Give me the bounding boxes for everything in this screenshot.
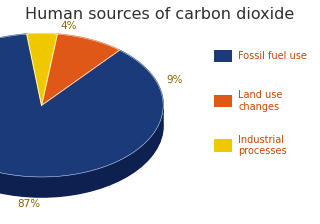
Text: Human sources of carbon dioxide: Human sources of carbon dioxide xyxy=(25,7,295,22)
Text: 9%: 9% xyxy=(166,75,183,85)
Bar xyxy=(214,50,232,62)
Bar xyxy=(214,95,232,107)
Text: Land use
changes: Land use changes xyxy=(238,90,283,112)
Text: 87%: 87% xyxy=(17,199,40,209)
Text: Fossil fuel use: Fossil fuel use xyxy=(238,51,307,61)
Polygon shape xyxy=(0,108,163,197)
Text: 4%: 4% xyxy=(60,21,76,31)
Polygon shape xyxy=(27,34,57,105)
Text: Industrial
processes: Industrial processes xyxy=(238,135,287,156)
Ellipse shape xyxy=(0,54,163,197)
Bar xyxy=(214,139,232,152)
Polygon shape xyxy=(0,34,163,177)
Polygon shape xyxy=(42,34,119,105)
